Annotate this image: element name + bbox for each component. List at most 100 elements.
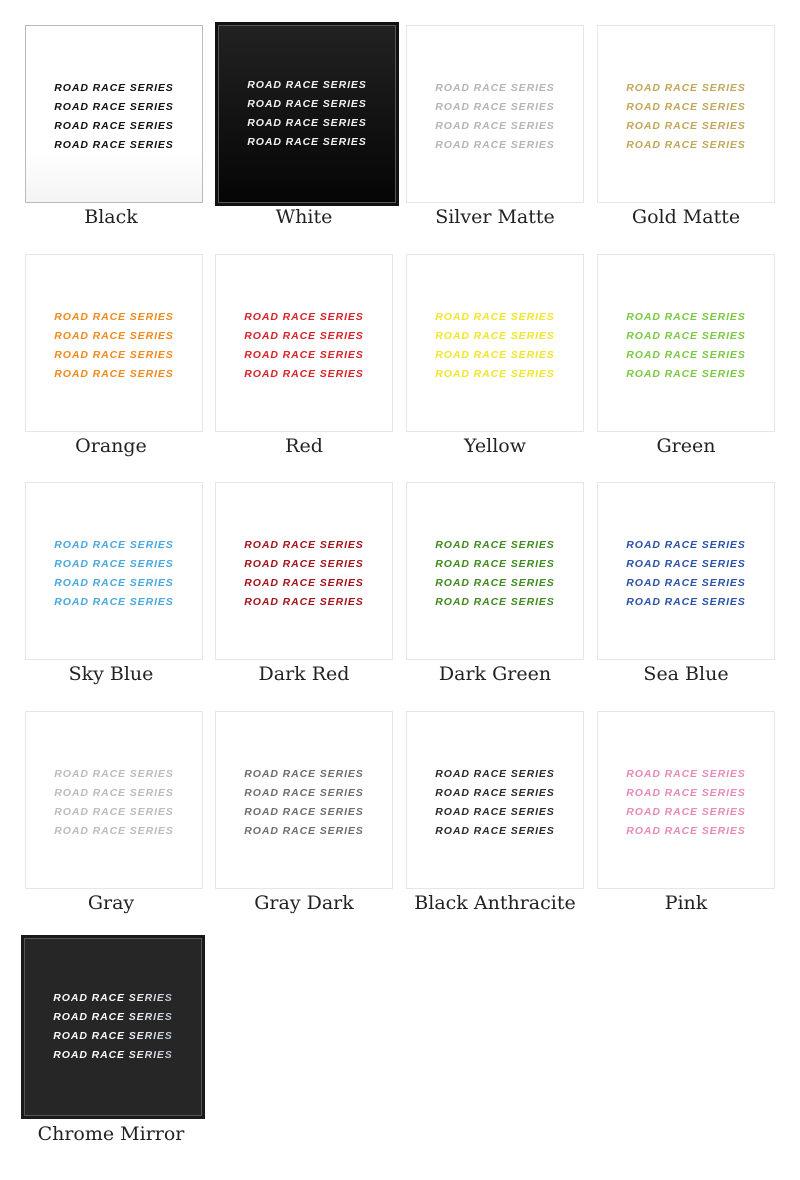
swatch-dark-red[interactable]: ROAD RACE SERIES ROAD RACE SERIES ROAD RAC… (215, 482, 393, 660)
preview-line: ROAD RACE SERIES (626, 82, 746, 94)
swatch-silver-matte[interactable]: ROAD RACE SERIES ROAD RACE SERIES ROAD RAC… (406, 25, 584, 203)
swatch-label: Pink (664, 892, 708, 914)
swatch-label: Green (656, 435, 716, 457)
preview-line: ROAD RACE SERIES (244, 558, 364, 570)
preview-line: ROAD RACE SERIES (244, 596, 364, 608)
swatch-preview-text: ROAD RACE SERIES ROAD RACE SERIES ROAD RAC… (407, 79, 583, 155)
swatch-gold-matte[interactable]: ROAD RACE SERIES ROAD RACE SERIES ROAD RAC… (597, 25, 775, 203)
swatch-gray[interactable]: ROAD RACE SERIES ROAD RACE SERIES ROAD RAC… (25, 711, 203, 889)
swatch-label: Sea Blue (643, 663, 729, 685)
preview-line: ROAD RACE SERIES (247, 117, 367, 129)
preview-line: ROAD RACE SERIES (24, 989, 202, 1008)
swatch-label: Black (84, 206, 138, 228)
preview-line: ROAD RACE SERIES (54, 82, 174, 94)
preview-line: ROAD RACE SERIES (244, 368, 364, 380)
swatch-preview-text: ROAD RACE SERIES ROAD RACE SERIES ROAD RAC… (598, 79, 774, 155)
swatch-black-anthracite[interactable]: ROAD RACE SERIES ROAD RACE SERIES ROAD RAC… (406, 711, 584, 889)
swatch-label: Yellow (464, 435, 526, 457)
preview-line: ROAD RACE SERIES (244, 768, 364, 780)
swatch-preview-text: ROAD RACE SERIES ROAD RACE SERIES ROAD RAC… (598, 536, 774, 612)
swatch-pink[interactable]: ROAD RACE SERIES ROAD RACE SERIES ROAD RAC… (597, 711, 775, 889)
preview-line: ROAD RACE SERIES (435, 558, 555, 570)
preview-line: ROAD RACE SERIES (626, 558, 746, 570)
preview-line: ROAD RACE SERIES (435, 349, 555, 361)
swatch-black[interactable]: ROAD RACE SERIES ROAD RACE SERIES ROAD RAC… (25, 25, 203, 203)
preview-line: ROAD RACE SERIES (244, 311, 364, 323)
swatch-preview-text: ROAD RACE SERIES ROAD RACE SERIES ROAD RAC… (26, 308, 202, 384)
preview-line: ROAD RACE SERIES (435, 577, 555, 589)
swatch-label: Chrome Mirror (37, 1123, 185, 1145)
preview-line: ROAD RACE SERIES (244, 539, 364, 551)
swatch-yellow[interactable]: ROAD RACE SERIES ROAD RACE SERIES ROAD RAC… (406, 254, 584, 432)
preview-line: ROAD RACE SERIES (244, 806, 364, 818)
preview-line: ROAD RACE SERIES (626, 768, 746, 780)
preview-line: ROAD RACE SERIES (435, 82, 555, 94)
preview-line: ROAD RACE SERIES (247, 98, 367, 110)
preview-line: ROAD RACE SERIES (54, 311, 174, 323)
preview-line: ROAD RACE SERIES (24, 1027, 202, 1046)
preview-line: ROAD RACE SERIES (626, 349, 746, 361)
preview-line: ROAD RACE SERIES (244, 330, 364, 342)
swatch-label: Gray Dark (254, 892, 354, 914)
swatch-preview-text: ROAD RACE SERIES ROAD RACE SERIES ROAD RAC… (407, 536, 583, 612)
swatch-preview-text: ROAD RACE SERIES ROAD RACE SERIES ROAD RAC… (407, 308, 583, 384)
preview-line: ROAD RACE SERIES (626, 139, 746, 151)
swatch-sky-blue[interactable]: ROAD RACE SERIES ROAD RACE SERIES ROAD RAC… (25, 482, 203, 660)
preview-line: ROAD RACE SERIES (54, 120, 174, 132)
preview-line: ROAD RACE SERIES (626, 825, 746, 837)
swatch-label: Gray (87, 892, 135, 914)
preview-line: ROAD RACE SERIES (435, 120, 555, 132)
swatch-preview-text: ROAD RACE SERIES ROAD RACE SERIES ROAD RAC… (216, 308, 392, 384)
preview-line: ROAD RACE SERIES (435, 825, 555, 837)
swatch-label: Orange (75, 435, 147, 457)
preview-line: ROAD RACE SERIES (435, 596, 555, 608)
preview-line: ROAD RACE SERIES (626, 101, 746, 113)
swatch-label: Red (285, 435, 323, 457)
swatch-chrome-mirror[interactable]: ROAD RACE SERIES ROAD RACE SERIES ROAD RAC… (21, 935, 205, 1119)
preview-line: ROAD RACE SERIES (626, 368, 746, 380)
preview-line: ROAD RACE SERIES (626, 120, 746, 132)
preview-line: ROAD RACE SERIES (626, 806, 746, 818)
preview-line: ROAD RACE SERIES (626, 539, 746, 551)
swatch-label: Black Anthracite (414, 892, 576, 914)
preview-line: ROAD RACE SERIES (435, 806, 555, 818)
swatch-preview-text: ROAD RACE SERIES ROAD RACE SERIES ROAD RAC… (598, 765, 774, 841)
preview-line: ROAD RACE SERIES (435, 311, 555, 323)
swatch-label: Sky Blue (68, 663, 154, 685)
swatch-gray-dark[interactable]: ROAD RACE SERIES ROAD RACE SERIES ROAD RAC… (215, 711, 393, 889)
swatch-red[interactable]: ROAD RACE SERIES ROAD RACE SERIES ROAD RAC… (215, 254, 393, 432)
preview-line: ROAD RACE SERIES (435, 368, 555, 380)
swatch-label: Silver Matte (435, 206, 555, 228)
preview-line: ROAD RACE SERIES (626, 577, 746, 589)
preview-line: ROAD RACE SERIES (435, 787, 555, 799)
swatch-preview-text: ROAD RACE SERIES ROAD RACE SERIES ROAD RAC… (216, 536, 392, 612)
preview-line: ROAD RACE SERIES (244, 577, 364, 589)
preview-line: ROAD RACE SERIES (24, 1008, 202, 1027)
swatch-preview-text: ROAD RACE SERIES ROAD RACE SERIES ROAD RAC… (26, 765, 202, 841)
swatch-label: White (275, 206, 333, 228)
preview-line: ROAD RACE SERIES (54, 539, 174, 551)
swatch-label: Dark Green (438, 663, 552, 685)
preview-line: ROAD RACE SERIES (54, 139, 174, 151)
preview-line: ROAD RACE SERIES (54, 101, 174, 113)
swatch-sea-blue[interactable]: ROAD RACE SERIES ROAD RACE SERIES ROAD RAC… (597, 482, 775, 660)
preview-line: ROAD RACE SERIES (54, 596, 174, 608)
preview-line: ROAD RACE SERIES (435, 330, 555, 342)
swatch-preview-text: ROAD RACE SERIES ROAD RACE SERIES ROAD RAC… (216, 765, 392, 841)
swatch-preview-text: ROAD RACE SERIES ROAD RACE SERIES ROAD RAC… (26, 536, 202, 612)
swatch-orange[interactable]: ROAD RACE SERIES ROAD RACE SERIES ROAD RAC… (25, 254, 203, 432)
preview-line: ROAD RACE SERIES (435, 139, 555, 151)
preview-line: ROAD RACE SERIES (435, 539, 555, 551)
preview-line: ROAD RACE SERIES (435, 101, 555, 113)
preview-line: ROAD RACE SERIES (54, 330, 174, 342)
preview-line: ROAD RACE SERIES (54, 806, 174, 818)
preview-line: ROAD RACE SERIES (54, 825, 174, 837)
swatch-dark-green[interactable]: ROAD RACE SERIES ROAD RACE SERIES ROAD RAC… (406, 482, 584, 660)
swatch-white[interactable]: ROAD RACE SERIES ROAD RACE SERIES ROAD RAC… (215, 22, 399, 206)
preview-line: ROAD RACE SERIES (626, 596, 746, 608)
swatch-preview-text: ROAD RACE SERIES ROAD RACE SERIES ROAD RAC… (407, 765, 583, 841)
preview-line: ROAD RACE SERIES (54, 787, 174, 799)
swatch-green[interactable]: ROAD RACE SERIES ROAD RACE SERIES ROAD RAC… (597, 254, 775, 432)
preview-line: ROAD RACE SERIES (247, 136, 367, 148)
preview-line: ROAD RACE SERIES (626, 311, 746, 323)
